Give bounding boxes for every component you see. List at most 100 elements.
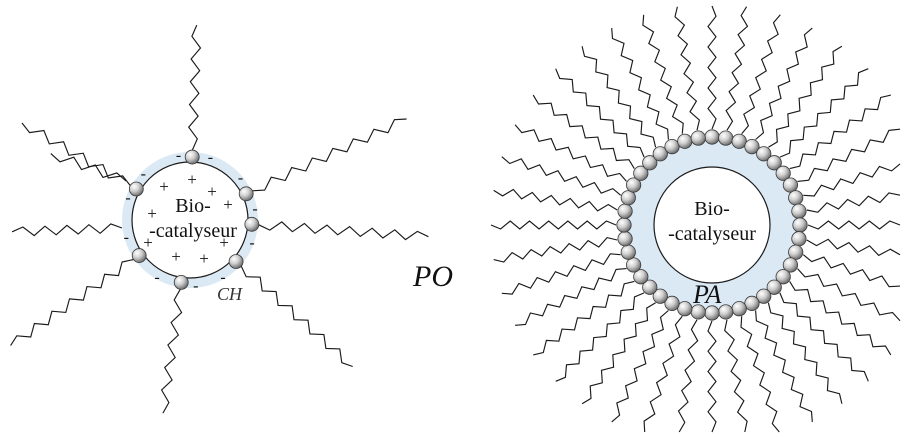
surfactant-head [782,177,799,193]
surfactant-head [617,231,633,247]
tail-chain [514,124,627,182]
negative-charge: - [125,189,130,206]
positive-charge: + [219,233,229,252]
right-complex: Bio- -catalyseur PA [490,5,901,433]
tail-chain [725,6,749,131]
tail-chain [555,68,645,158]
negative-charge: - [124,229,129,246]
surfactant-head [775,269,791,285]
surfactant-head [664,295,680,312]
surfactant-head [652,288,668,304]
tail-chain [490,220,617,230]
surfactant-head [677,301,693,317]
tail-chain [802,254,901,288]
tail-chain [611,310,669,423]
tail-chain [674,6,701,131]
tail-chain [779,68,869,158]
surfactant-head [633,165,649,181]
tail-chain [581,46,657,148]
negative-charge: - [249,235,254,252]
tail-chain [767,302,843,404]
negative-charge: - [193,278,198,295]
tail-chain [501,253,621,295]
positive-charge: + [187,170,197,189]
tail-chain [797,268,901,322]
surfactant-head [244,216,260,232]
tail-chain [50,153,127,182]
left-core-label-line2: -catalyseur [149,220,237,242]
left-core-label-line1: Bio- [175,195,211,217]
surfactant-head [173,274,189,290]
surfactant-head [131,248,147,263]
surfactant-head [633,269,649,285]
surfactant-head [788,244,804,260]
tail-chain [21,122,131,186]
negative-charge: - [208,149,213,166]
tail-chain [187,24,202,151]
positive-charge: + [223,195,233,214]
tail-chain [515,268,627,326]
tail-chain [724,319,748,433]
right-core [653,166,771,284]
positive-charge: + [143,233,153,252]
surfactant-head [731,133,747,149]
right-tail-chains [490,5,901,433]
surfactant-head [744,295,760,312]
tail-chain [755,310,813,422]
tail-chain [806,238,901,257]
negative-charge: - [141,165,146,182]
right-surfactant-heads [616,129,808,321]
tail-chain [806,192,901,213]
positive-charge: + [171,247,181,266]
tail-chain [533,280,635,356]
negative-charge: - [238,170,243,187]
tail-chain [555,292,645,382]
positive-charge: + [199,249,209,268]
negative-charge: - [176,147,181,164]
surfactant-head [766,155,782,171]
tail-chain [11,223,123,237]
surfactant-head [664,138,680,155]
tail-chain [707,5,717,130]
tail-chain [252,118,407,192]
surfactant-head [756,146,772,162]
left-complex-label: CH [217,284,243,304]
negative-charge: - [154,269,159,286]
left-charges: - ----------+ +++ +++ ++ [124,147,258,295]
surfactant-head [616,217,632,233]
tail-chain [493,236,618,263]
surfactant-head [238,186,254,202]
tail-chain [642,14,684,134]
tail-chain [677,319,699,433]
tail-chain [755,27,813,140]
surfactant-head [228,254,244,269]
tail-chain [803,163,901,197]
surfactant-head [744,138,760,155]
tail-chain [581,302,656,405]
positive-charge: + [147,204,157,223]
right-complex-label: PA [692,280,722,309]
tail-chain [611,28,669,140]
tail-chain [768,45,843,148]
left-tail-chains [10,24,429,414]
surfactant-head [620,244,636,260]
surfactant-head [782,257,799,273]
surfactant-head [791,231,807,247]
surfactant-head [184,149,200,165]
surfactant-head [792,217,808,233]
surfactant-head [788,190,804,206]
tail-chain [493,188,618,212]
surfactant-head [704,129,720,145]
surfactant-head [620,190,636,206]
tail-chain [789,281,892,356]
surfactant-head [625,177,642,193]
surfactant-head [128,181,144,197]
tail-chain [707,320,717,433]
surfactant-head [791,203,807,219]
positive-charge: + [159,177,169,196]
tail-chain [160,289,183,414]
left-complex: - ----------+ +++ +++ ++ Bio- -catalyseur CH [10,24,429,414]
tail-chain [797,128,901,182]
surfactant-head [677,133,693,149]
